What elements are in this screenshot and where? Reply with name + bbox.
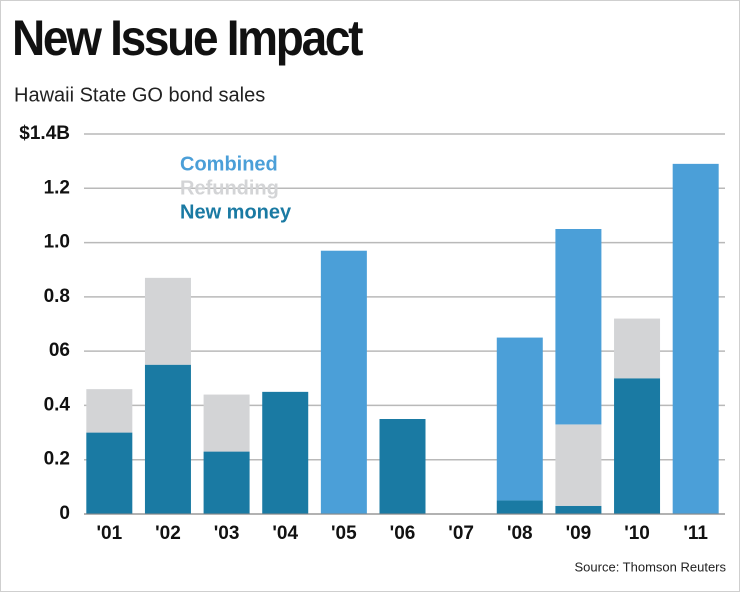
bar-segment: [614, 378, 661, 514]
bar-segment: [144, 277, 191, 365]
chart-title: New Issue Impact: [12, 11, 363, 66]
bar-segment: [203, 394, 250, 452]
bar-segment: [203, 451, 250, 514]
bar-segment: [379, 419, 426, 514]
bar-segment: [614, 318, 661, 379]
bar-segment: [672, 163, 719, 514]
y-tick-label: 0: [59, 503, 70, 524]
x-tick-label: '09: [566, 523, 592, 544]
bar-segment: [496, 500, 543, 514]
x-tick-label: '04: [272, 523, 298, 544]
y-tick-label: 0.8: [44, 286, 70, 307]
bar-segment: [496, 337, 543, 501]
x-tick-label: '07: [448, 523, 474, 544]
y-tick-label: 1.2: [44, 177, 70, 198]
chart-subtitle: Hawaii State GO bond sales: [14, 84, 265, 106]
source: Source: Thomson Reuters: [575, 559, 727, 574]
bar-segment: [555, 229, 602, 425]
x-tick-label: '06: [390, 523, 416, 544]
y-tick-label: 06: [49, 340, 70, 361]
x-tick-label: '11: [683, 523, 708, 544]
bar-segment: [144, 364, 191, 514]
y-tick-label: 0.2: [44, 449, 70, 470]
x-tick-label: '01: [96, 523, 122, 544]
bar-segment: [86, 389, 133, 433]
x-tick-label: '05: [331, 523, 357, 544]
y-tick-label: 1.0: [44, 232, 70, 253]
x-tick-label: '02: [155, 523, 181, 544]
x-tick-label: '03: [214, 523, 240, 544]
x-tick-label: '08: [507, 523, 533, 544]
bar-segment: [320, 250, 367, 514]
legend-entry: Combined: [180, 153, 278, 175]
bar-segment: [555, 505, 602, 514]
legend-entry: Refunding: [180, 177, 279, 199]
bar-segment: [86, 432, 133, 514]
bar-segment: [262, 391, 309, 514]
bar-segment: [555, 424, 602, 506]
x-tick-label: '10: [624, 523, 650, 544]
legend-entry: New money: [180, 201, 292, 223]
y-tick-label: $1.4B: [19, 123, 70, 144]
y-tick-label: 0.4: [44, 394, 71, 415]
